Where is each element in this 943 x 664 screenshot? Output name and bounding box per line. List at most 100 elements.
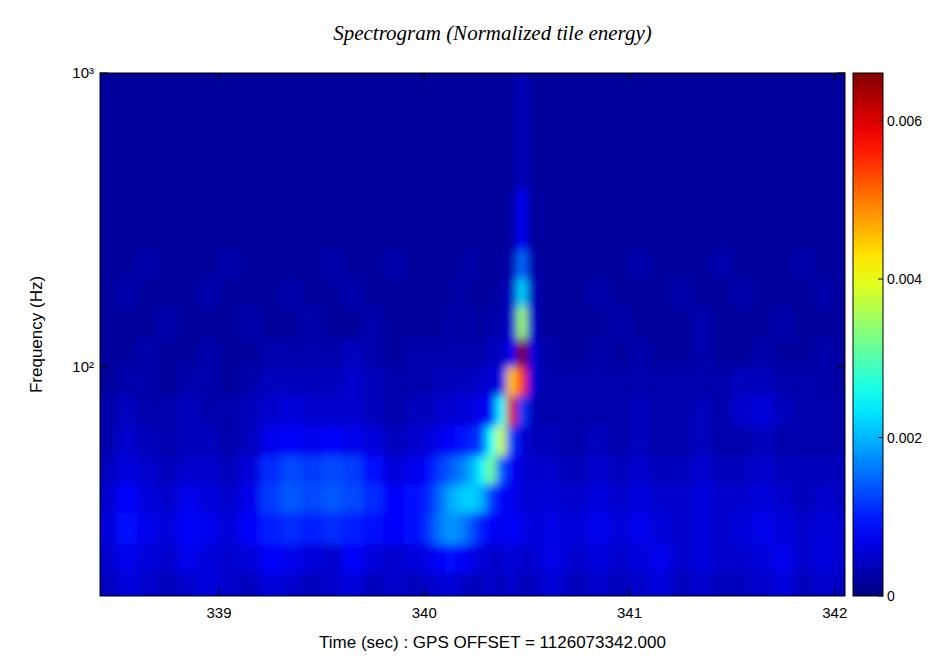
cell (835, 367, 845, 396)
cell (157, 544, 178, 573)
cell (568, 367, 589, 396)
cell (465, 512, 476, 544)
x-tick-label: 341 (617, 604, 642, 621)
cell (100, 307, 117, 339)
cell (404, 544, 425, 573)
cell (671, 484, 692, 513)
cell (486, 455, 497, 484)
cell (137, 190, 158, 250)
y-tick-label: 10³ (72, 64, 94, 81)
x-tick-top (219, 73, 220, 81)
cell (424, 395, 435, 426)
cell (445, 512, 456, 544)
cell (496, 395, 507, 426)
cell (424, 512, 435, 544)
cell (404, 572, 425, 596)
cell (671, 338, 692, 367)
cell (517, 512, 528, 544)
cell (712, 395, 733, 426)
cell (342, 367, 363, 396)
cell (650, 367, 671, 396)
cell (506, 544, 517, 573)
cell (404, 395, 425, 426)
plot-background (100, 73, 845, 596)
cell (537, 395, 548, 426)
cell (650, 278, 671, 307)
cell (609, 512, 630, 544)
cell (424, 544, 435, 573)
cell (712, 426, 733, 456)
cell (260, 544, 281, 573)
cell (568, 278, 589, 307)
cell (301, 338, 322, 367)
cell (630, 512, 651, 544)
cell (199, 367, 220, 396)
cell (517, 544, 528, 573)
cell (404, 484, 425, 513)
cell (814, 484, 835, 513)
cell (753, 455, 774, 484)
cell (100, 367, 117, 396)
cell (342, 395, 363, 426)
cell (322, 338, 343, 367)
cell (547, 455, 558, 484)
cell (630, 367, 651, 396)
cell (691, 307, 712, 339)
y-tick-right (837, 366, 845, 367)
cell (794, 426, 815, 456)
cell (100, 572, 117, 596)
cell (435, 250, 446, 279)
cell (178, 395, 199, 426)
cell (630, 544, 651, 573)
x-tick-label: 340 (412, 604, 437, 621)
cell (404, 250, 425, 279)
cell (383, 455, 404, 484)
cell (486, 250, 497, 279)
cell (219, 338, 240, 367)
cell (753, 426, 774, 456)
cell (476, 484, 487, 513)
cell (342, 338, 363, 367)
cell (445, 455, 456, 484)
cell (445, 338, 456, 367)
cell (506, 572, 517, 596)
cell (383, 544, 404, 573)
cell (650, 484, 671, 513)
cell (465, 426, 476, 456)
cell (537, 278, 548, 307)
cell (455, 455, 466, 484)
cell (558, 307, 569, 339)
cell (383, 278, 404, 307)
cell (547, 190, 558, 250)
cell (773, 455, 794, 484)
cell (465, 395, 476, 426)
cell (814, 190, 835, 250)
cell (568, 484, 589, 513)
cell (383, 426, 404, 456)
cell (435, 572, 446, 596)
cell (547, 338, 558, 367)
cell (558, 278, 569, 307)
cell (157, 338, 178, 367)
cell (178, 307, 199, 339)
cell (814, 572, 835, 596)
cell (455, 73, 466, 190)
cell (455, 395, 466, 426)
cell (814, 250, 835, 279)
cell (486, 512, 497, 544)
cell (630, 190, 651, 250)
cell (568, 307, 589, 339)
cell (732, 250, 753, 279)
cell (547, 250, 558, 279)
cell (527, 367, 538, 396)
cell (753, 250, 774, 279)
cell (537, 307, 548, 339)
x-axis-label: Time (sec) : GPS OFFSET = 1126073342.000 (319, 633, 666, 652)
colorbar-tick (878, 279, 883, 280)
cell (301, 544, 322, 573)
cell (558, 572, 569, 596)
cell (517, 367, 528, 396)
cell (100, 278, 117, 307)
cell (650, 307, 671, 339)
cell (404, 338, 425, 367)
